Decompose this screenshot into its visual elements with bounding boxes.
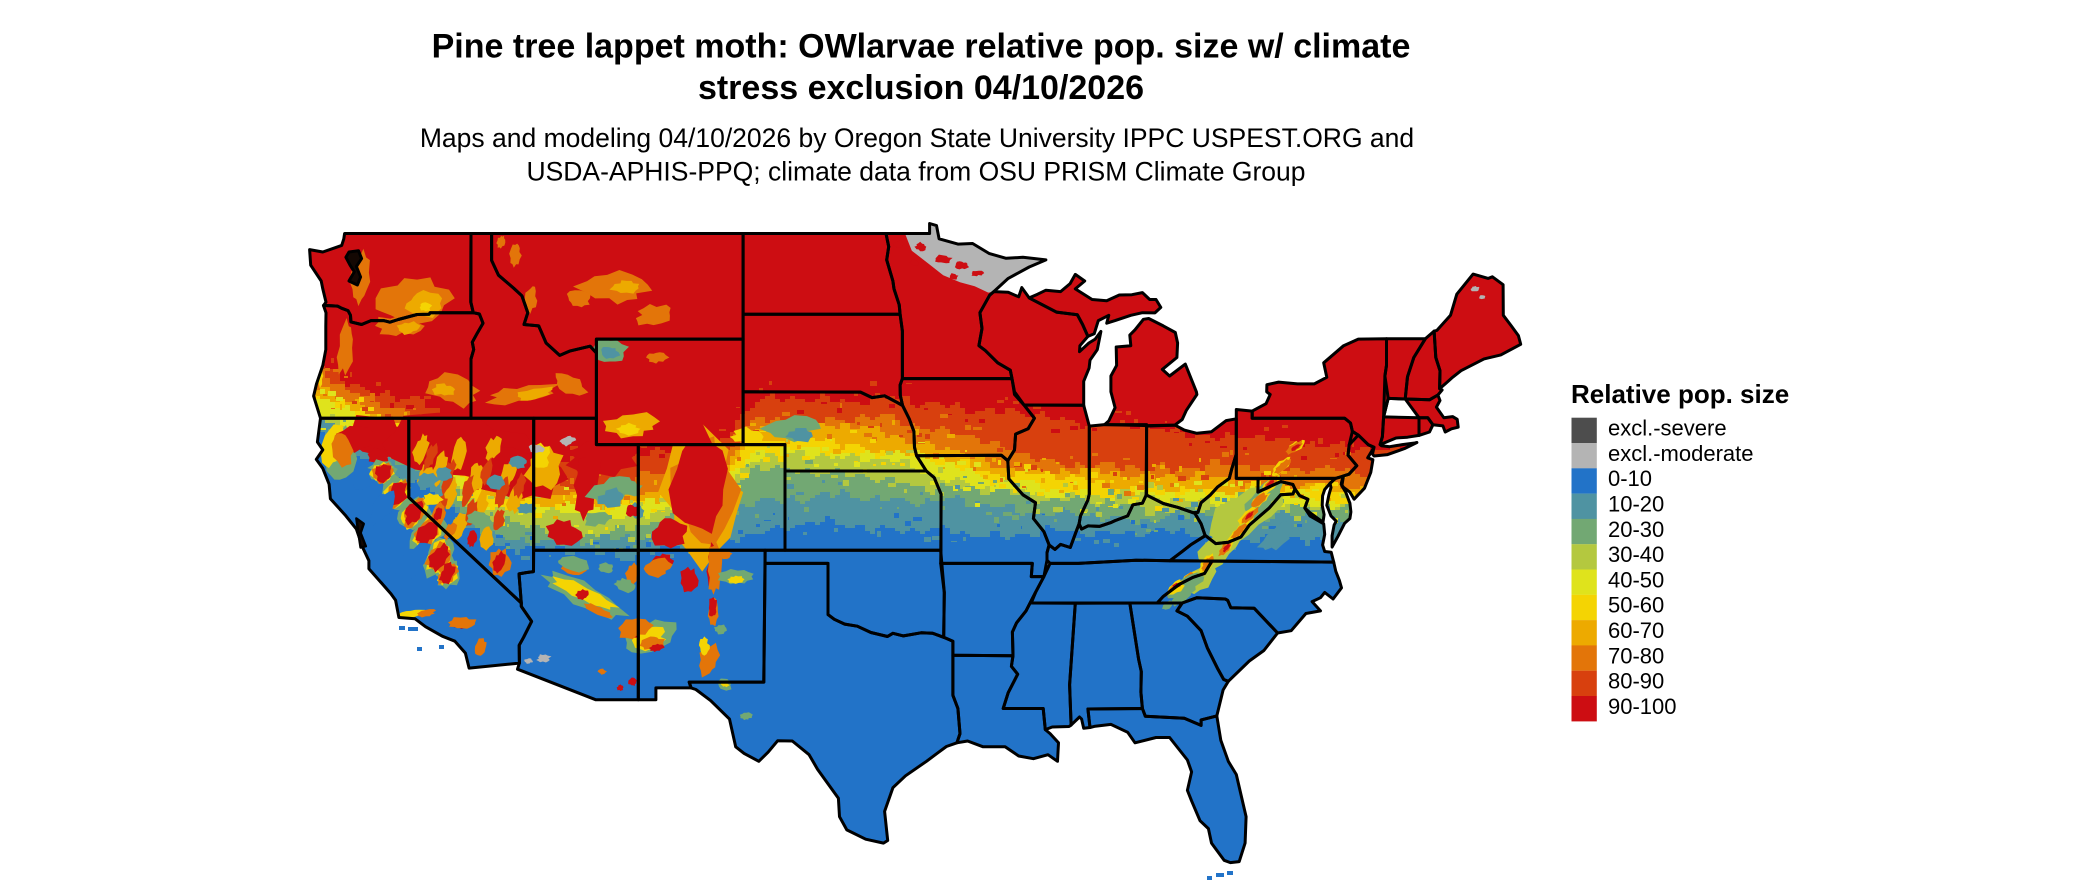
svg-text:80-90: 80-90 [1608,669,1664,694]
svg-text:Relative pop. size: Relative pop. size [1571,379,1789,409]
svg-text:Maps and modeling 04/10/2026 b: Maps and modeling 04/10/2026 by Oregon S… [420,123,1414,153]
svg-text:Pine tree lappet moth: OWlarva: Pine tree lappet moth: OWlarvae relative… [432,28,1411,66]
svg-text:30-40: 30-40 [1608,542,1664,567]
svg-text:USDA-APHIS-PPQ; climate data f: USDA-APHIS-PPQ; climate data from OSU PR… [526,157,1305,187]
svg-text:stress exclusion 04/10/2026: stress exclusion 04/10/2026 [698,69,1144,107]
svg-text:40-50: 40-50 [1608,567,1664,592]
svg-text:0-10: 0-10 [1608,466,1652,491]
svg-text:50-60: 50-60 [1608,593,1664,618]
svg-text:70-80: 70-80 [1608,643,1664,668]
svg-text:90-100: 90-100 [1608,694,1677,719]
svg-text:10-20: 10-20 [1608,492,1664,517]
svg-text:excl.-severe: excl.-severe [1608,416,1727,441]
svg-text:20-30: 20-30 [1608,517,1664,542]
svg-text:excl.-moderate: excl.-moderate [1608,441,1754,466]
svg-text:60-70: 60-70 [1608,618,1664,643]
